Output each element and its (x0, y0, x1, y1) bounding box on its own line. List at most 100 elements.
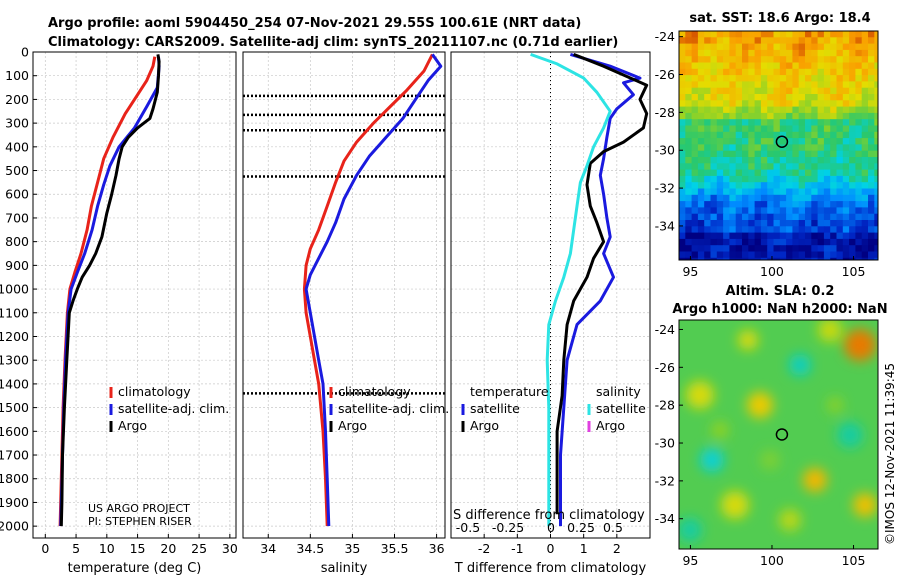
sst-pixel (874, 138, 878, 145)
sst-pixel (729, 226, 737, 234)
sla-anomaly-blob (679, 518, 702, 542)
sst-pixel (685, 119, 693, 127)
sst-pixel (817, 131, 825, 139)
sst-pixel (823, 31, 831, 38)
sst-pixel (861, 232, 869, 240)
sst-pixel (842, 49, 850, 57)
sst-pixel (729, 87, 737, 95)
temperature-panel: 0 5 10 15 20 25 30 temperature (deg C) 0 100 200 30… (0, 45, 238, 577)
salinity-line-satellite-adj-clim (304, 53, 443, 527)
sst-pixel (823, 49, 831, 57)
salinity-frame (242, 51, 446, 539)
sst-pixel (874, 232, 878, 240)
sst-pixel (691, 68, 699, 76)
sla-map-image (679, 320, 878, 549)
sst-pixel (723, 112, 730, 120)
sst-pixel (817, 238, 825, 246)
sst-pixel (716, 232, 724, 240)
sst-pixel (792, 106, 800, 114)
sst-pixel (779, 201, 787, 208)
sst-pixel (792, 182, 800, 190)
sst-pixel (723, 94, 730, 101)
sst-pixel (786, 163, 793, 171)
sst-pixel (823, 150, 831, 158)
ytick-label: 1400 (0, 376, 29, 391)
sst-pixel (830, 144, 838, 152)
sst-pixel (748, 112, 756, 120)
sst-pixel (855, 106, 863, 114)
sst-pixel (817, 226, 825, 234)
sst-pixel (792, 150, 800, 158)
sst-pixel (742, 220, 749, 227)
sst-pixel (811, 31, 819, 38)
sst-pixel (729, 81, 737, 89)
sst-pixel (716, 163, 724, 171)
sst-pixel (842, 144, 850, 152)
sst-pixel (868, 157, 875, 164)
sst-pixel (735, 112, 743, 120)
sst-pixel (874, 213, 878, 221)
sst-pixel (697, 175, 705, 183)
sst-pixel (849, 100, 856, 108)
sst-pixel (704, 144, 712, 152)
sst-pixel (817, 169, 825, 177)
sst-pixel (754, 62, 762, 70)
sst-pixel (798, 226, 806, 234)
sst-pixel (836, 75, 844, 82)
sst-pixel (786, 131, 793, 139)
sst-pixel (742, 245, 749, 253)
sst-pixel (742, 56, 749, 64)
sst-pixel (742, 131, 749, 139)
sst-pixel (754, 119, 762, 127)
sst-pixel (861, 43, 869, 51)
map-ytick-label: -28 (655, 105, 675, 120)
sst-pixel (836, 106, 844, 114)
sst-pixel (836, 157, 844, 164)
sst-pixel (716, 194, 724, 202)
sst-pixel (723, 182, 730, 190)
ytick-label: 500 (5, 163, 29, 178)
sst-pixel (760, 238, 768, 246)
sst-pixel (874, 245, 878, 253)
ytick-label: 1900 (0, 495, 29, 510)
sst-pixel (855, 81, 863, 89)
sst-pixel (697, 157, 705, 164)
sst-pixel (742, 49, 749, 57)
sst-pixel (855, 182, 863, 190)
sst-pixel (773, 169, 781, 177)
sst-pixel (748, 62, 756, 70)
sst-pixel (786, 112, 793, 120)
sst-pixel (830, 106, 838, 114)
sst-pixel (679, 106, 686, 114)
sst-pixel (742, 257, 749, 260)
sst-pixel (704, 251, 712, 259)
sst-pixel (798, 175, 806, 183)
sst-pixel (811, 175, 819, 183)
sst-pixel (842, 37, 850, 45)
sst-pixel (849, 43, 856, 51)
sst-pixel (710, 131, 718, 139)
map-ytick-label: -34 (655, 218, 675, 233)
sst-pixel (786, 182, 793, 190)
salinity-panel: 34 34.5 35 35.5 36 salinity (242, 51, 446, 576)
sst-pixel (811, 106, 819, 114)
sst-pixel (823, 43, 831, 51)
sst-pixel (817, 201, 825, 208)
sst-pixel (742, 150, 749, 158)
sst-pixel (767, 62, 775, 70)
sst-pixel (861, 213, 869, 221)
sst-pixel (704, 245, 712, 253)
sst-pixel (723, 207, 730, 215)
sst-pixel (861, 100, 869, 108)
sst-pixel (735, 150, 743, 158)
sst-pixel (679, 175, 686, 183)
sst-pixel (792, 81, 800, 89)
sst-pixel (723, 68, 730, 76)
sst-pixel (723, 100, 730, 108)
sst-pixel (773, 37, 781, 45)
sst-pixel (868, 87, 875, 95)
sst-pixel (723, 49, 730, 57)
sst-pixel (735, 119, 743, 127)
sst-pixel (868, 56, 875, 64)
sst-pixel (767, 43, 775, 51)
